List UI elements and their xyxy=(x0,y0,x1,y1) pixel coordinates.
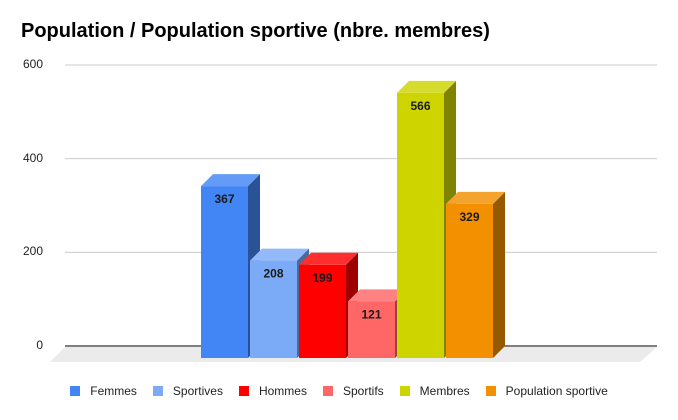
legend-swatch xyxy=(238,386,249,396)
y-tick-label: 200 xyxy=(22,244,43,259)
bar-population-sportive[interactable]: 329 xyxy=(446,191,505,358)
chart-title: Population / Population sportive (nbre. … xyxy=(21,20,490,42)
data-label: 367 xyxy=(214,192,234,206)
data-label: 208 xyxy=(263,267,283,281)
legend-label: Sportives xyxy=(172,384,223,398)
y-tick-label: 400 xyxy=(22,150,43,165)
y-tick-label: 600 xyxy=(22,57,43,71)
legend: Femmes Sportives Hommes Sportifs Membres Popu… xyxy=(0,384,678,398)
legend-swatch xyxy=(399,386,410,396)
y-tick-label: 0 xyxy=(36,338,43,352)
legend-swatch xyxy=(70,386,81,396)
legend-label: Sportifs xyxy=(342,384,384,398)
legend-item[interactable]: Population sportive xyxy=(485,384,608,398)
legend-label: Membres xyxy=(419,384,470,398)
data-label: 566 xyxy=(410,99,430,113)
legend-swatch xyxy=(152,386,163,396)
legend-item[interactable]: Membres xyxy=(399,384,470,398)
data-label: 329 xyxy=(459,210,479,224)
legend-item[interactable]: Femmes xyxy=(70,384,137,398)
legend-item[interactable]: Sportifs xyxy=(322,384,384,398)
data-label: 121 xyxy=(361,307,381,321)
bars: 367 208 199 121 566 329 xyxy=(201,80,505,358)
legend-label: Hommes xyxy=(258,384,307,398)
legend-swatch xyxy=(322,386,333,396)
legend-label: Femmes xyxy=(90,384,137,398)
legend-item[interactable]: Hommes xyxy=(238,384,307,398)
legend-swatch xyxy=(485,386,496,396)
data-label: 199 xyxy=(312,271,332,285)
legend-label: Population sportive xyxy=(505,384,608,398)
legend-item[interactable]: Sportives xyxy=(152,384,223,398)
